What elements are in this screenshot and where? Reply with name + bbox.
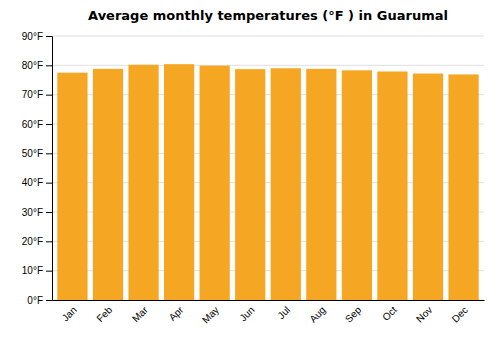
x-tick: Sep <box>343 304 364 325</box>
axis-domain <box>46 37 53 301</box>
x-tick-label: Mar <box>130 304 150 324</box>
y-tick-label: 50°F <box>22 148 43 159</box>
y-tick-label: 0°F <box>27 295 43 306</box>
title: Average monthly temperatures (°F ) in Gu… <box>88 8 448 23</box>
tick-mark <box>46 95 52 96</box>
tick-mark <box>46 271 52 272</box>
tick-mark <box>46 65 52 66</box>
tick-mark <box>46 300 52 301</box>
tick-mark <box>46 153 52 154</box>
y-tick-label: 60°F <box>22 119 43 130</box>
bar <box>413 74 443 300</box>
x-tick-label: May <box>200 304 221 325</box>
y-tick: 80°F <box>22 60 52 71</box>
x-tick-label: Jul <box>275 304 292 321</box>
y-tick: 90°F <box>22 31 52 42</box>
x-tick-label: Apr <box>167 304 186 323</box>
grid-line <box>52 36 484 37</box>
bars <box>57 64 478 300</box>
x-tick: Aug <box>307 304 327 324</box>
x-tick: Oct <box>380 304 399 323</box>
axis-domain <box>53 300 485 301</box>
bar <box>306 69 336 300</box>
y-tick-label: 40°F <box>22 177 43 188</box>
y-tick-label: 20°F <box>22 236 43 247</box>
y-tick: 70°F <box>22 89 52 100</box>
y-tick: 20°F <box>22 236 52 247</box>
grid-line <box>52 65 484 66</box>
x-tick-label: Oct <box>380 304 399 323</box>
grid <box>52 36 484 300</box>
x-tick: Feb <box>94 304 114 324</box>
y-tick: 0°F <box>27 295 52 306</box>
x-tick-label: Sep <box>343 304 364 325</box>
x-tick: Jul <box>275 304 292 321</box>
bar <box>93 69 123 300</box>
bar <box>164 64 194 300</box>
tick-mark <box>46 36 52 37</box>
y-tick-label: 90°F <box>22 31 43 42</box>
bar <box>448 74 478 300</box>
tick-mark <box>46 212 52 213</box>
y-tick: 30°F <box>22 207 52 218</box>
tick-mark <box>46 183 52 184</box>
y-tick-label: 30°F <box>22 207 43 218</box>
y-tick: 60°F <box>22 119 52 130</box>
x-tick-label: Nov <box>414 304 434 324</box>
x-tick: Dec <box>450 304 470 324</box>
x-tick-label: Jun <box>237 304 256 323</box>
bar <box>57 73 87 300</box>
x-tick-label: Dec <box>450 304 470 324</box>
bar <box>377 71 407 300</box>
bar <box>235 69 265 300</box>
bar <box>200 66 230 300</box>
x-tick: Apr <box>167 304 186 323</box>
y-tick-label: 70°F <box>22 89 43 100</box>
x-tick: Mar <box>130 304 150 324</box>
y-tick-label: 80°F <box>22 60 43 71</box>
x-tick: Nov <box>414 304 434 324</box>
x-tick-label: Jan <box>60 304 79 323</box>
x-tick: Jan <box>60 304 79 323</box>
chart: Jan Feb Mar Apr May Jun Jul Aug Sep Oct Nov Dec 0°F 1… <box>0 0 500 350</box>
x-tick-label: Feb <box>94 304 114 324</box>
y-tick: 10°F <box>22 265 52 276</box>
tick-mark <box>46 124 52 125</box>
y-tick: 40°F <box>22 177 52 188</box>
y-tick: 50°F <box>22 148 52 159</box>
x-tick-label: Aug <box>307 304 327 324</box>
x-tick: Jun <box>237 304 256 323</box>
tick-mark <box>46 241 52 242</box>
y-tick-label: 10°F <box>22 265 43 276</box>
bar <box>271 68 301 300</box>
x-tick: May <box>200 304 221 325</box>
x-axis: Jan Feb Mar Apr May Jun Jul Aug Sep Oct Nov Dec <box>53 301 485 326</box>
y-axis: 0°F 10°F 20°F 30°F 40°F 50°F 60°F 70°F 80°F 90°F <box>22 31 53 306</box>
bar <box>342 70 372 300</box>
bar <box>128 65 158 300</box>
